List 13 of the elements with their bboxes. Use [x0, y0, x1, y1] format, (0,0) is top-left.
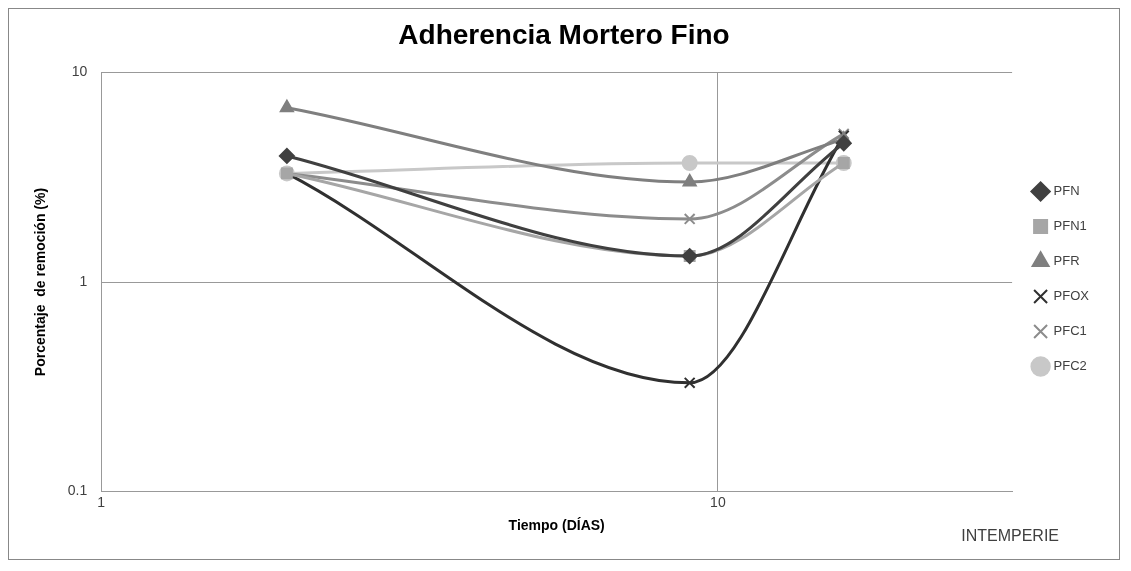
legend-label: PFR: [1053, 253, 1080, 269]
x-axis-title: Tiempo (DÍAS): [508, 517, 605, 534]
legend-label: PFN1: [1053, 218, 1087, 234]
y-tick-label: 0.1: [67, 482, 88, 499]
legend-label: PFOX: [1053, 288, 1090, 304]
chart-title: Adherencia Mortero Fino: [398, 18, 730, 50]
y-tick-label: 10: [71, 63, 88, 80]
legend-label: PFC1: [1053, 323, 1087, 339]
legend-label: PFN: [1053, 183, 1080, 199]
legend-label: PFC2: [1053, 358, 1087, 374]
y-axis-title: Porcentaje de remoción (%): [32, 187, 49, 377]
text: INTEMPERIE: [961, 527, 1059, 544]
y-tick-label: 1: [79, 272, 88, 289]
